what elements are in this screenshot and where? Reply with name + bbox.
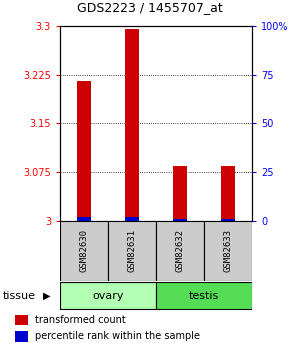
Bar [77, 81, 91, 221]
Text: GSM82631: GSM82631 [128, 229, 136, 273]
Bar [61, 282, 155, 309]
Bar [77, 217, 91, 221]
Bar [221, 219, 235, 221]
Text: GSM82632: GSM82632 [176, 229, 184, 273]
Bar [61, 221, 107, 280]
Text: GSM82633: GSM82633 [224, 229, 232, 273]
Bar [157, 282, 251, 309]
Bar [125, 29, 139, 221]
Bar [125, 217, 139, 221]
Text: GSM82630: GSM82630 [80, 229, 88, 273]
Text: ovary: ovary [92, 291, 124, 301]
Text: percentile rank within the sample: percentile rank within the sample [35, 332, 200, 341]
Text: ▶: ▶ [43, 291, 50, 301]
Bar [221, 166, 235, 221]
Bar [15, 331, 28, 342]
Bar [109, 221, 155, 280]
Bar [15, 315, 28, 325]
Text: testis: testis [189, 291, 219, 301]
Text: tissue: tissue [3, 291, 36, 301]
Text: transformed count: transformed count [35, 315, 126, 325]
Bar [173, 166, 187, 221]
Bar [173, 219, 187, 221]
Text: GDS2223 / 1455707_at: GDS2223 / 1455707_at [77, 1, 223, 14]
Bar [157, 221, 203, 280]
Bar [205, 221, 251, 280]
